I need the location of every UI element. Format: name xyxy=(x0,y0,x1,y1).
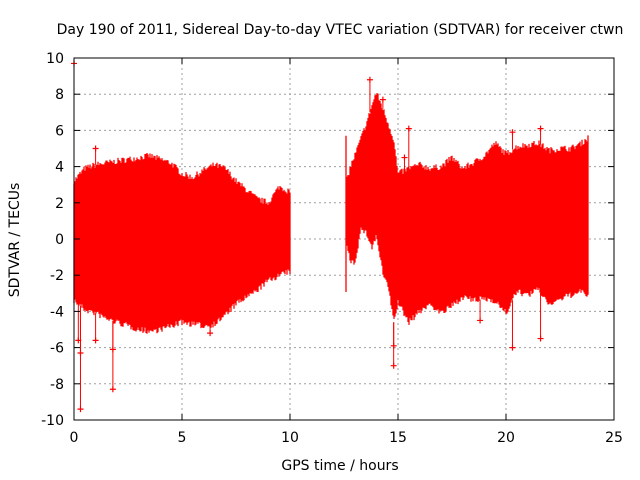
outlier-point xyxy=(509,344,516,351)
outlier-point xyxy=(537,335,544,342)
x-tick-label: 25 xyxy=(605,430,623,446)
y-tick-label: 8 xyxy=(55,87,64,103)
y-tick-label: 0 xyxy=(55,232,64,248)
outlier-point xyxy=(557,277,563,284)
chart-title: Day 190 of 2011, Sidereal Day-to-day VTE… xyxy=(57,22,624,38)
y-tick-label: -4 xyxy=(50,304,64,320)
y-tick-label: -6 xyxy=(50,341,64,357)
outlier-point xyxy=(366,76,373,83)
outlier-point xyxy=(109,386,116,393)
outlier-point xyxy=(537,125,544,132)
outlier-point xyxy=(77,406,84,413)
outlier-point xyxy=(390,362,397,369)
y-tick-label: 2 xyxy=(55,196,64,212)
x-tick-label: 0 xyxy=(70,430,79,446)
y-tick-label: -2 xyxy=(50,268,64,284)
outlier-point xyxy=(379,96,386,103)
outlier-point xyxy=(207,330,214,337)
outlier-point xyxy=(390,342,397,349)
data-series-1 xyxy=(71,60,291,413)
outlier-point xyxy=(405,125,412,132)
outlier-point xyxy=(401,154,408,161)
outlier-point xyxy=(109,346,116,353)
plot-area xyxy=(71,60,589,413)
x-tick-label: 5 xyxy=(178,430,187,446)
y-axis-label: SDTVAR / TECUs xyxy=(7,183,23,298)
y-tick-label: 10 xyxy=(46,51,64,67)
axes: 0 5 10 15 20 25 -10 -8 -6 -4 -2 0 2 4 6 8 10 xyxy=(41,51,623,446)
outlier-point xyxy=(248,286,255,293)
y-tick-label: 6 xyxy=(55,123,64,139)
x-axis-label: GPS time / hours xyxy=(281,458,398,474)
outlier-point xyxy=(477,317,484,324)
data-series-2 xyxy=(345,76,589,369)
x-tick-label: 15 xyxy=(389,430,407,446)
y-tick-label: -8 xyxy=(50,377,64,393)
outlier-point xyxy=(75,337,82,344)
outlier-point xyxy=(92,337,99,344)
y-tick-label: -10 xyxy=(41,413,64,429)
outlier-point xyxy=(509,129,516,136)
x-tick-label: 20 xyxy=(497,430,515,446)
outlier-point xyxy=(92,145,99,152)
x-tick-label: 10 xyxy=(281,430,299,446)
outlier-point xyxy=(77,350,84,357)
y-tick-label: 4 xyxy=(55,160,64,176)
